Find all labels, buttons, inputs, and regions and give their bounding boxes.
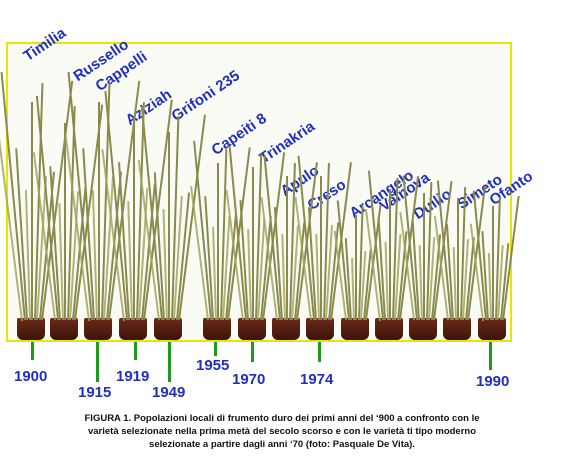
plant-pot (375, 318, 403, 340)
year-label-1900: 1900 (14, 368, 48, 385)
year-tick (251, 342, 254, 362)
plant-pot (238, 318, 266, 340)
year-tick (214, 342, 217, 356)
wheat-stem (423, 193, 425, 320)
wheat-stem (31, 101, 33, 320)
wheat-stem (492, 206, 494, 320)
wheat-stem (457, 197, 459, 320)
caption-line-1: FIGURA 1. Popolazioni locali di frumento… (84, 413, 480, 424)
year-tick (318, 342, 321, 362)
plant-pot (84, 318, 112, 340)
wheat-stem (320, 175, 322, 320)
plant-pot (341, 318, 369, 340)
year-label-1970: 1970 (232, 371, 266, 388)
plant-pot (409, 318, 437, 340)
wheat-stem (168, 132, 170, 320)
wheat-stem (98, 101, 100, 320)
wheat-stem (217, 162, 219, 320)
wheat-stem (252, 167, 254, 320)
caption-line-2: varietà selezionate nella prima metà del… (87, 426, 477, 437)
plant-pot (154, 318, 182, 340)
year-label-1949: 1949 (152, 384, 186, 401)
plant-pot (119, 318, 147, 340)
year-label-1955: 1955 (196, 357, 230, 374)
year-tick (31, 342, 34, 360)
wheat-stem (389, 188, 391, 320)
year-label-1990: 1990 (476, 373, 510, 390)
wheat-stem (355, 215, 357, 320)
caption-line-3: selezionate a partire dagli anni ‘70 (fo… (149, 439, 415, 450)
year-tick (489, 342, 492, 370)
year-tick (168, 342, 171, 382)
year-tick (96, 342, 99, 382)
year-label-1919: 1919 (116, 368, 150, 385)
plant-pot (306, 318, 334, 340)
plant-pot (272, 318, 300, 340)
year-tick (134, 342, 137, 360)
wheat-stem (286, 175, 288, 320)
year-label-1974: 1974 (300, 371, 334, 388)
plant-pot (478, 318, 506, 340)
plant-pot (50, 318, 78, 340)
figure-caption: FIGURA 1. Popolazioni locali di frumento… (6, 412, 558, 451)
wheat-stem (133, 119, 135, 320)
wheat-stem (64, 123, 66, 320)
plant-pot (17, 318, 45, 340)
plant-pot (203, 318, 231, 340)
plant-pot (443, 318, 471, 340)
year-label-1915: 1915 (78, 384, 112, 401)
